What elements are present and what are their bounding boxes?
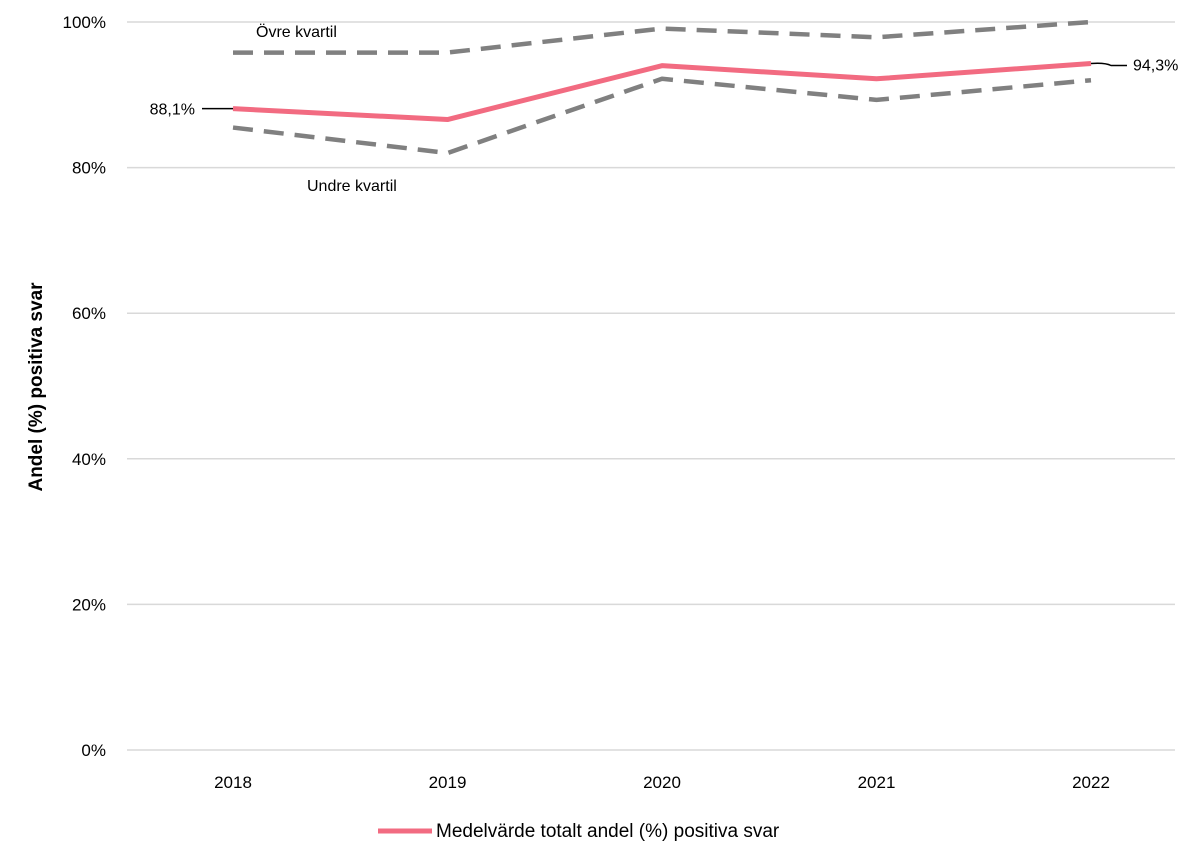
series-line-0 xyxy=(232,61,1092,123)
y-axis-ticks: 0% 20% 40% 60% 80% 100% xyxy=(63,13,106,760)
series-line-2 xyxy=(232,76,1092,156)
x-axis-ticks: 2018 2019 2020 2021 2022 xyxy=(214,773,1110,792)
x-tick-label: 2020 xyxy=(643,773,681,792)
series-line-1 xyxy=(233,19,1092,55)
x-tick-label: 2022 xyxy=(1072,773,1110,792)
y-tick-label: 0% xyxy=(81,741,106,760)
y-tick-label: 100% xyxy=(63,13,106,32)
data-label-leader-last xyxy=(1090,62,1127,67)
series-label-upper-quartile: Övre kvartil xyxy=(256,23,337,41)
annotations: 88,1% 94,3% Övre kvartil Undre kvartil xyxy=(150,23,1179,195)
y-axis-label: Andel (%) positiva svar xyxy=(26,282,47,492)
x-tick-label: 2019 xyxy=(429,773,467,792)
y-tick-label: 80% xyxy=(72,159,106,178)
x-tick-label: 2018 xyxy=(214,773,252,792)
y-tick-label: 20% xyxy=(72,595,106,614)
x-tick-label: 2021 xyxy=(858,773,896,792)
data-label-last: 94,3% xyxy=(1133,57,1178,74)
y-tick-label: 60% xyxy=(72,304,106,323)
legend: Medelvärde totalt andel (%) positiva sva… xyxy=(378,821,780,842)
data-label-first: 88,1% xyxy=(150,102,195,119)
legend-label-mean: Medelvärde totalt andel (%) positiva sva… xyxy=(436,821,780,842)
series-label-lower-quartile: Undre kvartil xyxy=(307,178,397,195)
series-lines xyxy=(232,19,1092,156)
gridlines xyxy=(127,21,1175,751)
y-tick-label: 40% xyxy=(72,450,106,469)
